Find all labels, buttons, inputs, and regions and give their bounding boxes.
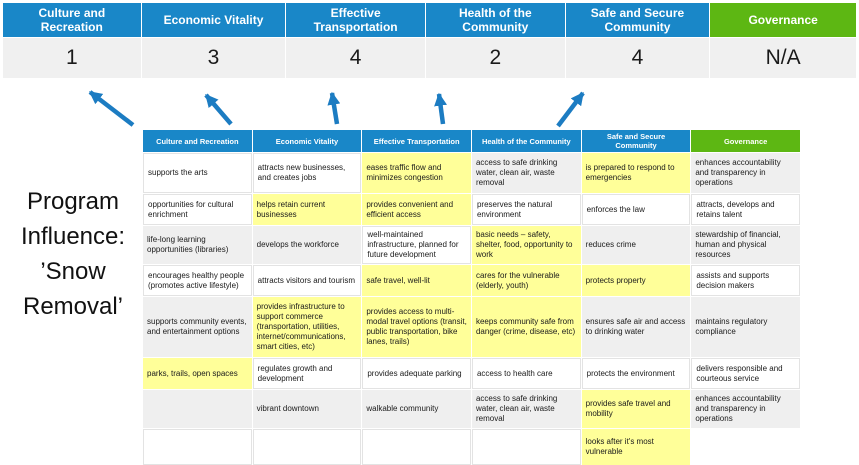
program-influence-title: Program Influence: ’Snow Removal’: [0, 184, 146, 324]
matrix-cell: access to safe drinking water, clean air…: [471, 153, 581, 193]
matrix-cell: supports the arts: [143, 153, 252, 193]
matrix-cell: stewardship of financial, human and phys…: [691, 226, 800, 264]
matrix-cell: provides access to multi-modal travel op…: [362, 297, 471, 357]
title-line: ’Snow: [40, 258, 106, 285]
summary-score-governance: N/A: [710, 38, 856, 78]
matrix-header-effective-transportation: Effective Transportation: [362, 130, 471, 152]
matrix-cell: attracts visitors and tourism: [252, 265, 362, 296]
up-arrow-icon-5: [556, 91, 585, 128]
matrix-cell: walkable community: [362, 390, 471, 428]
summary-header-economic-vitality: Economic Vitality: [141, 3, 286, 37]
matrix-header-health-of-the-community: Health of the Community: [471, 130, 581, 152]
priority-summary-table: Culture and Recreation Economic Vitality…: [3, 3, 856, 78]
up-arrow-icon-3: [327, 91, 341, 125]
matrix-cell: vibrant downtown: [252, 390, 362, 428]
matrix-cell: safe travel, well-lit: [362, 265, 471, 296]
matrix-cell: [143, 390, 252, 428]
matrix-cell: attracts, develops and retains talent: [691, 194, 800, 225]
matrix-cell: [143, 429, 252, 465]
matrix-cell: assists and supports decision makers: [691, 265, 800, 296]
up-arrow-icon-2: [204, 93, 233, 126]
matrix-cell: enhances accountability and transparency…: [691, 390, 800, 428]
matrix-cell: enforces the law: [581, 194, 691, 225]
matrix-cell: access to safe drinking water, clean air…: [471, 390, 581, 428]
matrix-header-safe-and-secure-community: Safe and Secure Community: [581, 130, 691, 152]
matrix-header-governance: Governance: [691, 130, 800, 152]
matrix-cell: enhances accountability and transparency…: [691, 153, 800, 193]
matrix-cell: [471, 429, 581, 465]
matrix-cell: maintains regulatory compliance: [691, 297, 800, 357]
matrix-cell: preserves the natural environment: [471, 194, 581, 225]
matrix-cell: regulates growth and development: [252, 358, 362, 389]
matrix-cell: is prepared to respond to emergencies: [581, 153, 691, 193]
title-line: Program: [26, 188, 120, 215]
matrix-cell: [691, 429, 800, 465]
matrix-header-economic-vitality: Economic Vitality: [252, 130, 362, 152]
matrix-cell: basic needs – safety, shelter, food, opp…: [471, 226, 581, 264]
matrix-cell: delivers responsible and courteous servi…: [691, 358, 800, 389]
matrix-cell: parks, trails, open spaces: [143, 358, 252, 389]
matrix-cell: provides safe travel and mobility: [581, 390, 691, 428]
matrix-cell: reduces crime: [581, 226, 691, 264]
title-line: Removal’: [22, 293, 124, 320]
priority-matrix-table: Culture and Recreation Economic Vitality E…: [143, 130, 800, 465]
matrix-cell: life-long learning opportunities (librar…: [143, 226, 252, 264]
matrix-cell: well-maintained infrastructure, planned …: [362, 226, 471, 264]
matrix-cell: provides convenient and efficient access: [362, 194, 471, 225]
matrix-cell: opportunities for cultural enrichment: [143, 194, 252, 225]
matrix-cell: provides infrastructure to support comme…: [252, 297, 362, 357]
summary-header-effective-transportation: Effective Transportation: [286, 3, 425, 37]
up-arrow-icon-1: [88, 90, 135, 127]
matrix-cell: looks after it's most vulnerable: [581, 429, 691, 465]
matrix-cell: protects property: [581, 265, 691, 296]
summary-score-economic-vitality: 3: [141, 38, 286, 78]
matrix-cell: keeps community safe from danger (crime,…: [471, 297, 581, 357]
up-arrow-icon-4: [434, 92, 447, 125]
summary-score-health-of-the-community: 2: [425, 38, 565, 78]
summary-score-safe-and-secure-community: 4: [565, 38, 710, 78]
summary-header-health-of-the-community: Health of the Community: [425, 3, 565, 37]
summary-score-culture-and-recreation: 1: [3, 38, 141, 78]
matrix-cell: helps retain current businesses: [252, 194, 362, 225]
summary-score-effective-transportation: 4: [286, 38, 425, 78]
matrix-cell: attracts new businesses, and creates job…: [252, 153, 362, 193]
summary-header-safe-and-secure-community: Safe and Secure Community: [565, 3, 710, 37]
matrix-cell: eases traffic flow and minimizes congest…: [362, 153, 471, 193]
matrix-cell: encourages healthy people (promotes acti…: [143, 265, 252, 296]
title-line: Influence:: [20, 223, 126, 250]
matrix-cell: supports community events, and entertain…: [143, 297, 252, 357]
matrix-cell: cares for the vulnerable (elderly, youth…: [471, 265, 581, 296]
matrix-header-culture-and-recreation: Culture and Recreation: [143, 130, 252, 152]
summary-header-governance: Governance: [710, 3, 856, 37]
matrix-cell: develops the workforce: [252, 226, 362, 264]
matrix-cell: ensures safe air and access to drinking …: [581, 297, 691, 357]
matrix-cell: provides adequate parking: [362, 358, 471, 389]
matrix-cell: access to health care: [471, 358, 581, 389]
matrix-cell: protects the environment: [581, 358, 691, 389]
matrix-cell: [362, 429, 471, 465]
matrix-cell: [252, 429, 362, 465]
summary-header-culture-and-recreation: Culture and Recreation: [3, 3, 141, 37]
